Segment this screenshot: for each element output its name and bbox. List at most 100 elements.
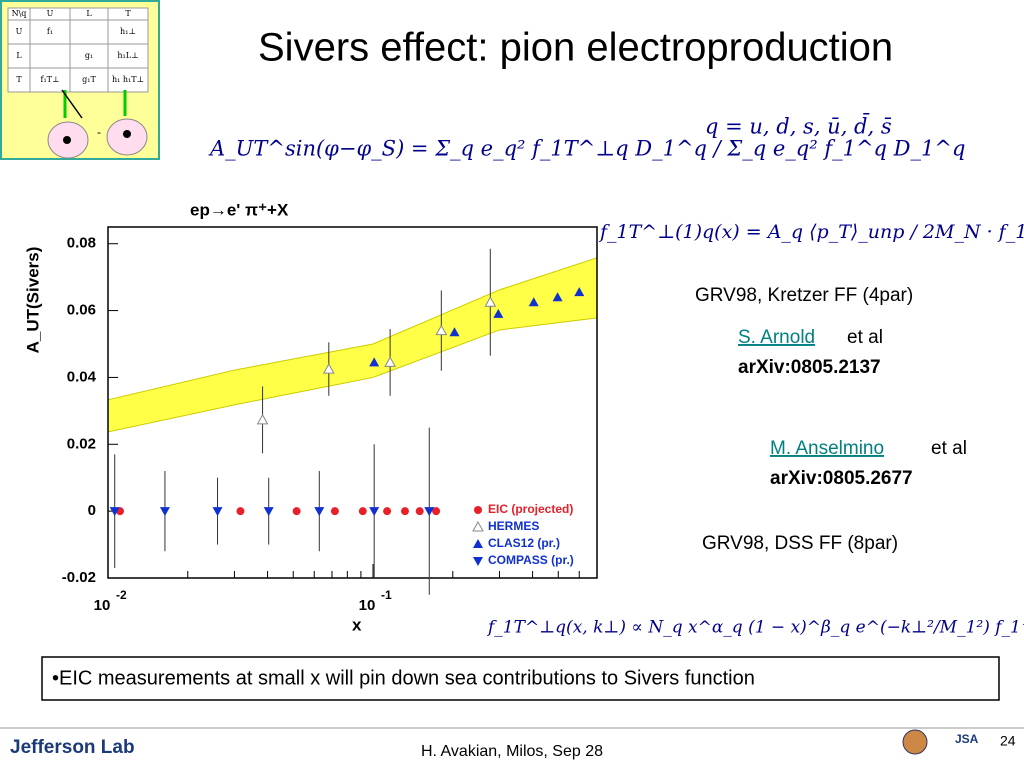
legend-label: CLAS12 (pr.) — [488, 536, 560, 550]
author-link[interactable]: M. Anselmino — [770, 438, 884, 459]
y-tick-label: 0.06 — [67, 302, 96, 319]
point — [369, 357, 380, 367]
table-text: U — [16, 27, 23, 36]
table-text: h₁ h₁T⊥ — [112, 75, 144, 84]
minus: - — [97, 125, 101, 139]
table-text: f₁T⊥ — [40, 75, 59, 84]
author-link[interactable]: M. Anselmino — [770, 438, 884, 459]
x-axis-label: x — [352, 615, 362, 634]
point — [528, 297, 539, 307]
y-tick-label: 0.08 — [67, 235, 96, 252]
emblem — [902, 729, 928, 755]
formula: f_1T^⊥q(x, k⊥) ∝ N_q x^α_q (1 − x)^β_q e… — [486, 618, 1024, 638]
point — [493, 308, 504, 318]
point — [484, 296, 497, 307]
formula: A_UT^sin(φ−φ_S) = Σ_q e_q² f_1T^⊥q D_1^q… — [208, 137, 965, 161]
point — [552, 292, 563, 302]
table-text: U — [47, 9, 54, 18]
reference: arXiv:0805.2677 — [770, 468, 913, 489]
theory-band — [107, 257, 598, 433]
point — [400, 507, 409, 516]
formula: q = u, d, s, ū, d̄, s̄ — [705, 113, 892, 139]
y-tick-label: 0.04 — [67, 368, 97, 385]
chart: ep→e' π⁺+X x A_UT(Sivers) -0.02 0 0.02 0.04… — [23, 200, 598, 634]
tmd-table: N\q U L T U f₁ h₁⊥ L g₁ h₁L⊥ T f₁T⊥ g₁T h₁ h₁T⊥ — [7, 7, 149, 93]
point — [263, 507, 274, 517]
table-cell — [29, 67, 71, 93]
table-cell — [107, 19, 149, 45]
quark — [123, 130, 131, 138]
fit-label: GRV98, Kretzer FF (4par) — [695, 285, 913, 306]
point — [369, 507, 380, 517]
author-link[interactable]: S. Arnold — [738, 327, 815, 348]
table-cell — [107, 67, 149, 93]
table-text: h₁⊥ — [120, 27, 136, 36]
legend-label: EIC (projected) — [488, 502, 573, 516]
point — [322, 363, 335, 374]
point — [314, 507, 325, 517]
page-number: 24 — [1000, 733, 1016, 749]
legend-label: HERMES — [488, 519, 539, 533]
table-cell — [69, 43, 109, 69]
point — [383, 507, 392, 516]
point — [424, 507, 435, 517]
et-al: et al — [847, 327, 883, 348]
point — [474, 506, 482, 514]
y-tick-label: 0.02 — [67, 435, 96, 452]
table-text: g₁ — [85, 51, 93, 60]
y-tick-label: -0.02 — [62, 569, 96, 586]
table-cell — [107, 43, 149, 69]
table-text: T — [125, 9, 131, 18]
table-text: L — [86, 9, 92, 18]
point — [236, 507, 245, 516]
point — [159, 507, 170, 517]
point — [432, 507, 441, 516]
chart-title: ep→e' π⁺+X — [190, 200, 289, 219]
et-al: et al — [931, 438, 967, 459]
jsa-logo: JSA — [955, 732, 979, 746]
footer-text: H. Avakian, Milos, Sep 28 — [421, 743, 603, 760]
point — [212, 507, 223, 517]
point — [473, 539, 483, 548]
x-tick-label: 10 — [359, 597, 376, 614]
x-tick-exponent: -1 — [381, 588, 392, 602]
point — [449, 327, 460, 337]
slide-title: Sivers effect: pion electroproduction — [258, 26, 893, 70]
arrow — [61, 89, 83, 119]
x-tick-label: 10 — [94, 597, 111, 614]
table-text: L — [16, 51, 22, 60]
point — [384, 356, 396, 367]
point — [415, 507, 424, 516]
x-tick-exponent: -2 — [116, 588, 127, 602]
fit-label: GRV98, DSS FF (8par) — [702, 533, 898, 554]
point — [109, 507, 120, 517]
quark — [63, 136, 71, 144]
table-text: N\q — [12, 9, 27, 18]
point — [574, 287, 585, 297]
bullet: •EIC measurements at small x will pin do… — [52, 667, 755, 689]
table-text: h₁L⊥ — [117, 51, 138, 60]
point — [473, 557, 483, 566]
point — [435, 324, 448, 336]
point — [358, 507, 367, 516]
table-cell — [69, 19, 109, 45]
plot-frame — [107, 226, 598, 579]
logo: Jefferson Lab — [10, 737, 135, 758]
y-tick-label: 0 — [88, 502, 96, 519]
table-text: T — [16, 75, 22, 84]
bullet-box — [41, 656, 1000, 701]
table-text: g₁T — [82, 75, 96, 84]
formula: f_1T^⊥(1)q(x) = A_q ⟨p_T⟩_unp / 2M_N · f… — [598, 221, 1024, 243]
point — [292, 507, 301, 516]
reference: arXiv:0805.2137 — [738, 357, 881, 378]
legend-label: COMPASS (pr.) — [488, 553, 574, 567]
point — [256, 413, 269, 425]
table-text: f₁ — [47, 27, 53, 36]
point — [330, 507, 339, 516]
table-cell — [29, 43, 71, 69]
author-link[interactable]: S. Arnold — [738, 327, 815, 348]
point — [472, 520, 484, 532]
y-axis-label: A_UT(Sivers) — [23, 247, 42, 354]
